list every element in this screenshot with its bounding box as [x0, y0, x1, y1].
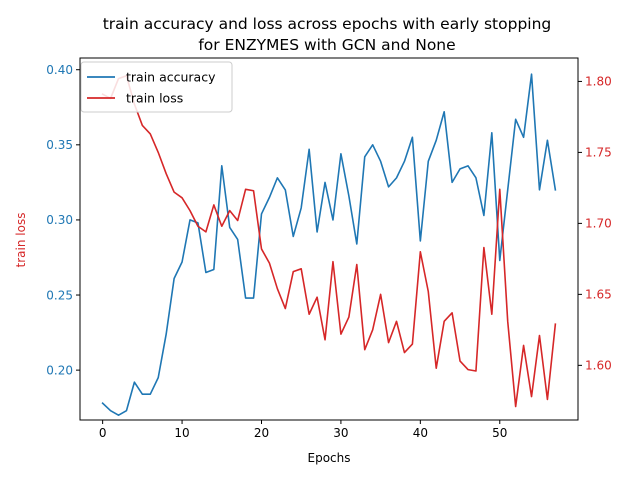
x-tick-label: 50 — [492, 426, 507, 440]
series-line-train-accuracy — [101, 73, 557, 416]
legend-label-accuracy: train accuracy — [126, 70, 216, 85]
right-y-tick-label: 1.70 — [585, 217, 612, 231]
series-line-train-loss — [101, 74, 557, 408]
x-tick-label: 10 — [174, 426, 189, 440]
chart-title-line1: train accuracy and loss across epochs wi… — [103, 15, 552, 33]
legend: train accuracy train loss — [80, 61, 233, 113]
legend-box — [80, 61, 233, 113]
left-y-tick-label: 0.35 — [46, 138, 73, 152]
right-y-tick-label: 1.60 — [585, 359, 612, 373]
x-tick-label: 40 — [413, 426, 428, 440]
right-y-axis-ticks: 1.60 1.65 1.70 1.75 1.80 — [578, 75, 612, 373]
x-tick-label: 20 — [254, 426, 269, 440]
left-y-tick-label: 0.25 — [46, 288, 73, 302]
right-y-tick-label: 1.75 — [585, 146, 612, 160]
left-y-axis-label: train loss — [14, 213, 28, 268]
right-y-tick-label: 1.80 — [585, 75, 612, 89]
left-y-axis-ticks: 0.20 0.25 0.30 0.35 0.40 — [46, 63, 80, 377]
left-y-tick-label: 0.20 — [46, 363, 73, 377]
right-y-tick-label: 1.65 — [585, 288, 612, 302]
chart-title-line2: for ENZYMES with GCN and None — [198, 36, 455, 54]
plot-frame — [79, 57, 579, 421]
series-layer — [101, 73, 557, 416]
x-tick-label: 30 — [333, 426, 348, 440]
left-y-tick-label: 0.40 — [46, 63, 73, 77]
legend-label-loss: train loss — [126, 91, 183, 106]
x-axis-ticks: 0 10 20 30 40 50 — [99, 420, 507, 440]
left-y-tick-label: 0.30 — [46, 213, 73, 227]
x-axis-label: Epochs — [308, 451, 351, 465]
x-tick-label: 0 — [99, 426, 107, 440]
